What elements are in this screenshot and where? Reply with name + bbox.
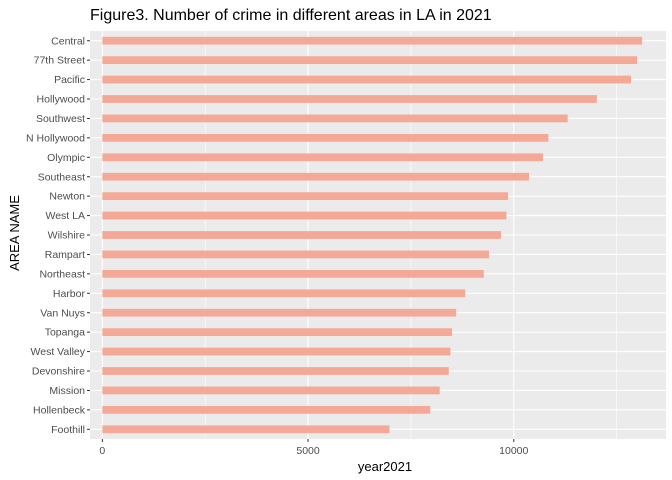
bars [102, 36, 643, 434]
bar-harbor [102, 289, 466, 298]
y-tick-label: Pacific [54, 74, 85, 86]
bar-west-la [102, 211, 507, 220]
bar-wilshire [102, 231, 502, 239]
bar-hollywood [102, 95, 597, 103]
y-tick-label: Hollywood [37, 94, 86, 106]
x-tick-label: 0 [99, 445, 105, 457]
bar-van-nuys [102, 308, 457, 317]
y-tick-label: Central [51, 35, 85, 47]
bar-foothill [102, 425, 390, 434]
y-tick-label: Van Nuys [40, 307, 85, 319]
bar-newton [102, 192, 509, 201]
bar-olympic [102, 153, 543, 162]
y-tick-label: Southwest [36, 113, 85, 125]
x-tick-label: 10000 [499, 445, 528, 457]
y-tick-label: West LA [46, 210, 86, 222]
bar-rampart [102, 250, 490, 259]
y-tick-label: Rampart [45, 249, 85, 261]
bar-southeast [102, 172, 529, 181]
chart-title: Figure3. Number of crime in different ar… [90, 7, 492, 24]
bar-pacific [102, 75, 632, 84]
y-tick-label: Harbor [53, 288, 86, 300]
bar-devonshire [102, 367, 449, 375]
bar-n-hollywood [102, 133, 549, 142]
y-tick-label: Topanga [45, 327, 85, 339]
y-tick-label: Foothill [51, 424, 85, 436]
y-tick-label: N Hollywood [26, 132, 85, 144]
y-tick-label: Olympic [47, 152, 85, 164]
x-tick-label: 5000 [296, 445, 320, 457]
y-tick-label: Southeast [38, 171, 85, 183]
y-tick-label: Hollenbeck [33, 404, 86, 416]
x-axis-title: year2021 [358, 459, 412, 474]
bar-west-valley [102, 347, 451, 356]
y-tick-label: Devonshire [32, 366, 85, 378]
y-tick-label: Wilshire [48, 230, 85, 242]
y-tick-label: 77th Street [34, 55, 85, 67]
x-axis: 0 5000 10000 [99, 439, 529, 457]
y-axis-title: AREA NAME [7, 195, 22, 271]
bar-southwest [102, 114, 568, 123]
bar-mission [102, 386, 440, 395]
bar-northeast [102, 269, 484, 278]
y-axis: Central 77th Street Pacific Hollywood Southw… [26, 35, 90, 436]
bar-77th-street [102, 56, 638, 65]
y-tick-label: West Valley [31, 346, 86, 358]
bar-central [102, 36, 643, 45]
bar-hollenbeck [102, 405, 431, 414]
y-tick-label: Mission [49, 385, 85, 397]
bar-topanga [102, 328, 453, 337]
y-tick-label: Northeast [39, 268, 85, 280]
y-tick-label: Newton [49, 191, 85, 203]
